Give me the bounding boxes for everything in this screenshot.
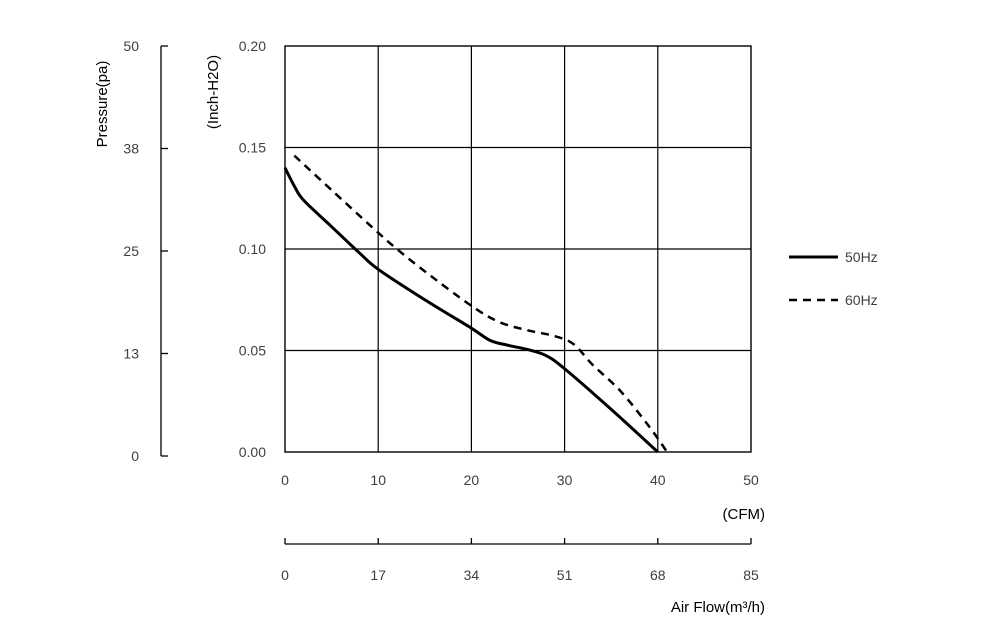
legend-label-50hz: 50Hz — [845, 249, 878, 265]
x-tick-label: 50 — [743, 472, 759, 488]
pressure-tick-label: 50 — [123, 38, 139, 54]
secondary-y-axis-label: Pressure(pa) — [94, 61, 111, 148]
y-tick-label: 0.10 — [239, 241, 266, 257]
pressure-tick-label: 25 — [123, 243, 139, 259]
airflow-tick-label: 17 — [370, 567, 386, 583]
airflow-tick-label: 51 — [557, 567, 573, 583]
x-axis-label: (CFM) — [723, 506, 765, 523]
plot-grid — [285, 46, 751, 452]
x-tick-label: 10 — [370, 472, 386, 488]
airflow-axis: 0 17 34 51 68 85 — [281, 538, 759, 583]
y-axis-label: (Inch-H2O) — [205, 55, 222, 129]
y-tick-label: 0.05 — [239, 343, 266, 359]
secondary-x-axis-label: Air Flow(m³/h) — [671, 599, 765, 616]
series-line-50hz — [283, 167, 659, 454]
y-tick-label: 0.20 — [239, 38, 266, 54]
y-tick-label: 0.15 — [239, 140, 266, 156]
legend-label-60hz: 60Hz — [845, 292, 878, 308]
pressure-tick-label: 13 — [123, 346, 139, 362]
airflow-tick-label: 68 — [650, 567, 666, 583]
airflow-tick-label: 34 — [464, 567, 480, 583]
plot-frame — [284, 45, 752, 453]
airflow-tick-label: 0 — [281, 567, 289, 583]
x-tick-label: 40 — [650, 472, 666, 488]
series-layer — [283, 154, 669, 454]
x-axis-ticks: 0 10 20 30 40 50 — [281, 472, 759, 488]
y-axis-ticks: 0.00 0.05 0.10 0.15 0.20 — [239, 38, 266, 460]
pressure-tick-label: 0 — [131, 448, 139, 464]
airflow-tick-label: 85 — [743, 567, 759, 583]
x-tick-label: 30 — [557, 472, 573, 488]
y-tick-label: 0.00 — [239, 444, 266, 460]
legend: 50Hz 60Hz — [789, 249, 878, 308]
pressure-axis: 0 13 25 38 50 — [123, 38, 168, 464]
x-tick-label: 0 — [281, 472, 289, 488]
series-line-60hz — [293, 154, 669, 453]
pressure-tick-label: 38 — [123, 141, 139, 157]
x-tick-label: 20 — [464, 472, 480, 488]
